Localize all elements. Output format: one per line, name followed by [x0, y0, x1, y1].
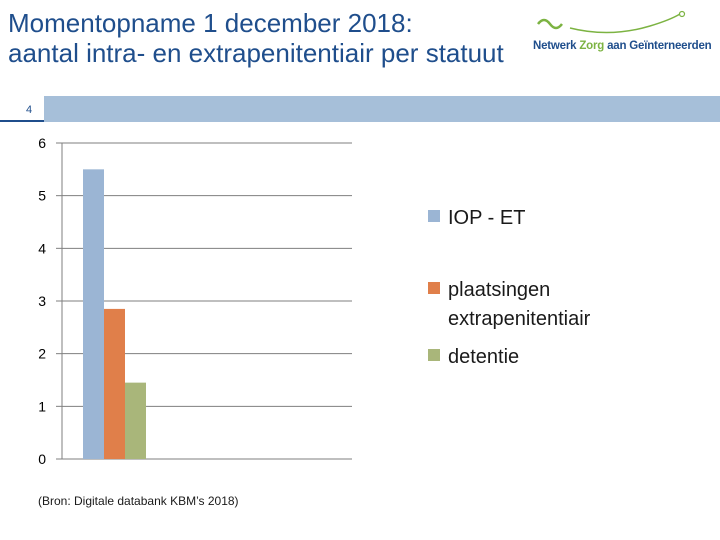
y-tick-label-5: 5 — [38, 188, 46, 204]
logo-text-geinterneerden: aan Geïnterneerden — [604, 40, 712, 52]
header-strip — [44, 96, 720, 122]
legend-swatch-1 — [428, 210, 440, 222]
bar-2 — [104, 308, 125, 459]
legend-swatch-3 — [428, 349, 440, 361]
y-tick-label-1: 1 — [38, 398, 46, 414]
logo-swoosh-icon — [537, 10, 686, 34]
legend-label-2: plaatsingen — [448, 279, 550, 301]
slide-number: 4 — [25, 104, 33, 116]
y-tick-label-4: 4 — [38, 240, 46, 256]
y-tick-label-3: 3 — [38, 293, 46, 309]
y-tick-label-2: 2 — [38, 346, 46, 362]
page-title: Momentopname 1 december 2018: aantal int… — [8, 8, 518, 68]
legend-label-1: IOP - ET — [448, 207, 525, 229]
logo: Netwerk Zorg aan Geïnterneerden — [530, 10, 715, 60]
logo-text-zorg: Zorg — [579, 40, 605, 52]
y-tick-label-6: 6 — [38, 135, 46, 151]
legend-label-3: detentie — [448, 346, 519, 368]
logo-text-network: Netwerk — [533, 40, 580, 52]
title-line-2: aantal intra- en extrapenitentiair per s… — [8, 38, 504, 68]
logo-text: Netwerk Zorg aan Geïnterneerden — [533, 40, 712, 52]
legend-swatch-2 — [428, 282, 440, 294]
legend-label-2-line-2: extrapenitentiair — [448, 308, 591, 330]
title-line-1: Momentopname 1 december 2018: — [8, 8, 413, 38]
source-note: (Bron: Digitale databank KBM’s 2018) — [38, 494, 239, 508]
y-tick-label-0: 0 — [38, 451, 46, 467]
bar-1 — [83, 169, 104, 460]
slide-number-underline — [0, 120, 44, 122]
bar-3 — [125, 382, 146, 459]
